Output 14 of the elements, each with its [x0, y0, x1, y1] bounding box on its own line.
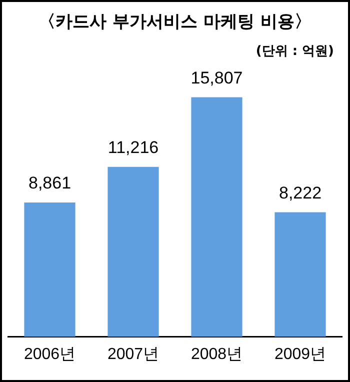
data-label: 8,861 — [28, 174, 72, 193]
x-tick-label: 2006년 — [24, 346, 76, 363]
chart-subtitle: (단위 : 억원) — [256, 43, 334, 60]
x-tick-label: 2008년 — [190, 346, 243, 363]
x-tick-label: 2007년 — [107, 346, 160, 363]
bar — [108, 166, 159, 337]
x-tick-label: 2009년 — [274, 346, 326, 363]
data-label: 15,807 — [190, 68, 243, 88]
bar — [274, 212, 326, 337]
data-label: 11,216 — [108, 138, 159, 158]
data-label: 8,222 — [278, 183, 322, 202]
bar — [24, 202, 76, 337]
bar — [191, 97, 242, 337]
chart-title: 〈카드사 부가서비스 마케팅 비용〉 — [38, 11, 312, 33]
